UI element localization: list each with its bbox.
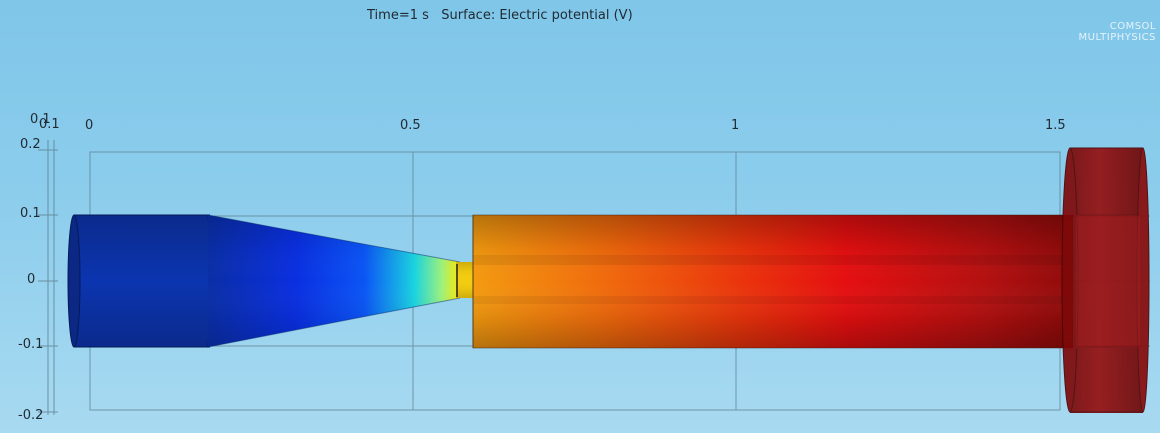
y-tick-label: 0.2 xyxy=(20,137,41,152)
x-tick-label: 0 xyxy=(85,118,94,133)
time-label: Time=1 s xyxy=(367,8,429,23)
x-tick-label: 0.5 xyxy=(400,118,421,133)
end-disk xyxy=(1061,147,1150,413)
surface-label: Surface: Electric potential (V) xyxy=(441,8,633,23)
corner-tick-label: 0.1 xyxy=(39,117,60,132)
y-tick-label: -0.1 xyxy=(18,337,44,352)
comsol-logo: COMSOL MULTIPHYSICS xyxy=(1079,21,1156,43)
logo-line-2: MULTIPHYSICS xyxy=(1078,32,1156,43)
logo-line-1: COMSOL xyxy=(1109,21,1156,32)
cone xyxy=(207,214,461,348)
y-axis xyxy=(38,140,58,415)
x-tick-label: 1.5 xyxy=(1045,118,1066,133)
long-cylinder xyxy=(472,214,1074,349)
narrow-neck xyxy=(456,215,474,348)
corner-tick-label: 0.1 xyxy=(30,112,51,127)
left-cylinder xyxy=(67,214,212,348)
y-tick-label: 0.1 xyxy=(20,206,41,221)
x-tick-label: 1 xyxy=(731,118,740,133)
y-tick-label: -0.2 xyxy=(18,408,44,423)
plot-title: Time=1 s Surface: Electric potential (V) xyxy=(367,8,633,23)
y-tick-label: 0 xyxy=(27,272,36,287)
